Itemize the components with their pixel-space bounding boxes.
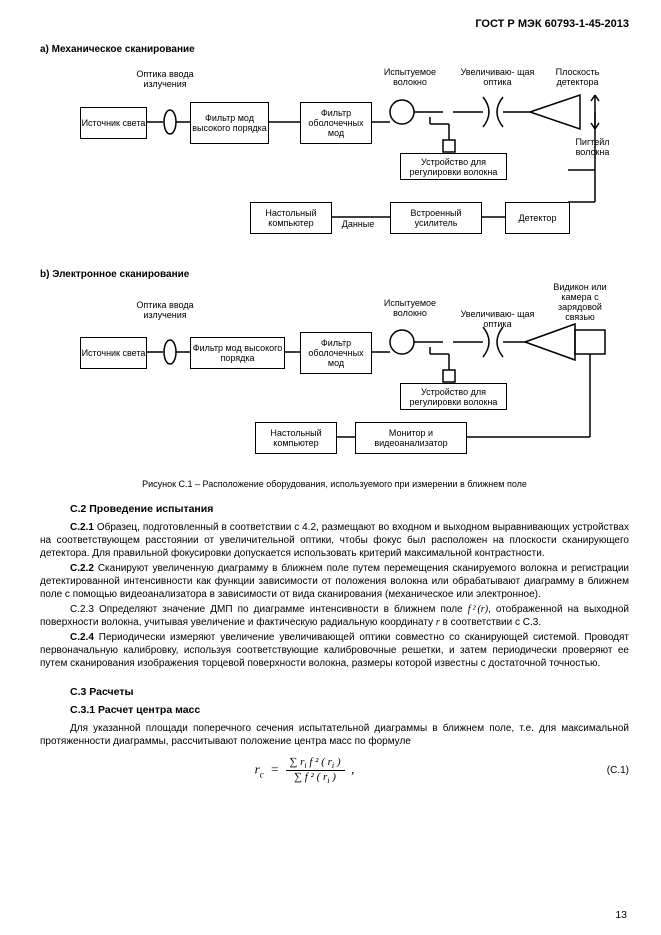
- diagA-title: a) Механическое сканирование: [40, 44, 629, 55]
- box-mode-filter-a: Фильтр мод высокого порядка: [190, 102, 269, 144]
- label-input-optics-a: Оптика ввода излучения: [125, 69, 205, 89]
- c23a: С.2.3 Определяют значение ДМП по диаграм…: [70, 604, 468, 615]
- c31-title: С.3.1 Расчет центра масс: [70, 704, 629, 716]
- eq-den-b: ): [330, 771, 336, 783]
- box-pc-b: Настольный компьютер: [255, 422, 337, 454]
- box-amp-a: Встроенный усилитель: [390, 202, 482, 234]
- box-source-a: Источник света: [80, 107, 147, 139]
- eq-lhs-sub: c: [260, 769, 264, 779]
- box-monitor-b: Монитор и видеоанализатор: [355, 422, 467, 454]
- label-test-fiber-a: Испытуемое волокно: [375, 67, 445, 87]
- c31: Для указанной площади поперечного сечени…: [40, 722, 629, 748]
- box-align-a: Устройство для регулировки волокна: [400, 153, 507, 180]
- eq-den-a: ∑ f ² ( r: [294, 771, 327, 783]
- box-clad-filter-a: Фильтр оболочечных мод: [300, 102, 372, 144]
- label-data-a: Данные: [333, 219, 383, 229]
- c23c: в соответствии с С.3.: [440, 617, 541, 628]
- c23: С.2.3 Определяют значение ДМП по диаграм…: [40, 603, 629, 629]
- c2-title: С.2 Проведение испытания: [70, 503, 629, 515]
- label-vidicon-b: Видикон или камера с зарядовой связью: [545, 282, 615, 322]
- label-mag-optics-a: Увеличиваю- щая оптика: [460, 67, 535, 87]
- label-input-optics-b: Оптика ввода излучения: [125, 300, 205, 320]
- diagB-title: b) Электронное сканирование: [40, 269, 629, 280]
- page-number: 13: [615, 909, 627, 921]
- eq-num-a: ∑ r: [290, 756, 305, 768]
- diagram-b: Оптика ввода излучения Испытуемое волокн…: [35, 282, 615, 467]
- box-align-b: Устройство для регулировки волокна: [400, 383, 507, 410]
- formula-c1: rc = ∑ ri f ² ( ri ) ∑ f ² ( ri ) , (C.1…: [40, 756, 629, 785]
- box-pc-a: Настольный компьютер: [250, 202, 332, 234]
- eq-number: (C.1): [569, 765, 629, 776]
- box-detector-a: Детектор: [505, 202, 570, 234]
- label-pigtail-a: Пигтейл волокна: [565, 137, 620, 157]
- label-mag-optics-b: Увеличиваю- щая оптика: [460, 309, 535, 329]
- c24: С.2.4 Периодически измеряют увеличение у…: [40, 631, 629, 670]
- doc-header: ГОСТ Р МЭК 60793-1-45-2013: [40, 18, 629, 30]
- figure-caption: Рисунок C.1 – Расположение оборудования,…: [40, 479, 629, 489]
- eq-num-b: f ² ( r: [307, 756, 332, 768]
- eq-num-c: ): [334, 756, 340, 768]
- label-test-fiber-b: Испытуемое волокно: [375, 298, 445, 318]
- label-det-plane-a: Плоскость детектора: [545, 67, 610, 87]
- diagram-a: Оптика ввода излучения Испытуемое волокн…: [35, 57, 615, 257]
- c3-title: С.3 Расчеты: [70, 686, 629, 698]
- c22: С.2.2 Сканируют увеличенную диаграмму в …: [40, 562, 629, 601]
- box-clad-filter-b: Фильтр оболочечных мод: [300, 332, 372, 374]
- box-mode-filter-b: Фильтр мод высокого порядка: [190, 337, 285, 369]
- c21: С.2.1 Образец, подготовленный в соответс…: [40, 521, 629, 560]
- box-source-b: Источник света: [80, 337, 147, 369]
